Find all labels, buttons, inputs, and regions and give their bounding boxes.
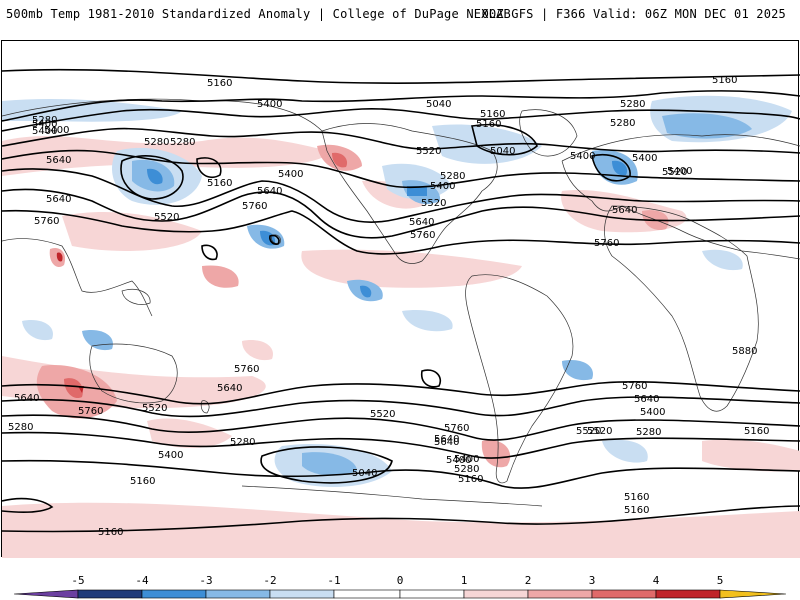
colorbar-tick-label: 3 xyxy=(589,574,596,587)
contour-label: 5160 xyxy=(712,75,737,86)
contour-label: 5880 xyxy=(732,346,757,357)
contour-label: 5160 xyxy=(480,109,505,120)
contour-label: 5280 xyxy=(440,171,465,182)
colorbar-segment xyxy=(333,589,401,599)
colorbar-segment xyxy=(463,589,529,599)
contour-label: 5640 xyxy=(434,434,459,445)
map-title: 500mb Temp 1981-2010 Standardized Anomal… xyxy=(6,7,511,21)
contour-label: 5520 xyxy=(576,426,601,437)
contour-label: 5520 xyxy=(421,198,446,209)
colorbar-segment xyxy=(527,589,593,599)
colorbar-segment xyxy=(205,589,271,599)
contour-label: 5760 xyxy=(410,230,435,241)
colorbar-tick-label: 1 xyxy=(461,574,468,587)
contour-label: 5520 xyxy=(142,403,167,414)
colorbar-tick-label: -2 xyxy=(263,574,276,587)
contour-label: 5640 xyxy=(14,393,39,404)
contour-label: 5160 xyxy=(458,474,483,485)
contour-label: 5760 xyxy=(242,201,267,212)
contour-label: 5280 xyxy=(454,464,479,475)
contour-label: 5400 xyxy=(570,151,595,162)
contour-label: 5160 xyxy=(207,178,232,189)
contour-label: 5640 xyxy=(434,437,459,448)
contour-label: 5160 xyxy=(744,426,769,437)
colorbar-tick-label: -4 xyxy=(135,574,149,587)
contour-label: 5160 xyxy=(624,505,649,516)
colorbar-tick-label: 4 xyxy=(653,574,660,587)
contour-label: 5040 xyxy=(352,468,377,479)
contour-label: 5280 xyxy=(8,422,33,433)
map-panel: 5160 5400 5040 5160 5280 5280 5400 5280 … xyxy=(1,40,800,558)
contour-label: 5280 xyxy=(32,115,57,126)
colorbar-segment xyxy=(399,589,465,599)
contour-label: 5400 xyxy=(32,119,57,130)
contour-label: 5640 xyxy=(46,155,71,166)
contour-label: 5160 xyxy=(98,527,123,538)
contour-label: 5760 xyxy=(34,216,59,227)
height-contours xyxy=(2,68,800,533)
anomaly-map: 5160 5400 5040 5160 5280 5280 5400 5280 … xyxy=(2,68,800,558)
contour-label: 5760 xyxy=(622,381,647,392)
anomaly-shading xyxy=(2,95,800,558)
colorbar-tick-label: -5 xyxy=(71,574,84,587)
colorbar-tick-label: 2 xyxy=(525,574,532,587)
contour-label: 5160 xyxy=(130,476,155,487)
contour-label: 5520 xyxy=(154,212,179,223)
contour-label: 5520 xyxy=(370,409,395,420)
contour-label: 5640 xyxy=(46,194,71,205)
contour-label: 5280 xyxy=(636,427,661,438)
contour-label: 5400 xyxy=(667,166,692,177)
colorbar-segment xyxy=(77,589,143,599)
contour-label: 5400 xyxy=(32,126,57,137)
contour-label: 5400 xyxy=(44,125,69,136)
contour-label: 5760 xyxy=(78,406,103,417)
contour-label: 5400 xyxy=(257,99,282,110)
colorbar-segment xyxy=(591,589,657,599)
contour-label: 5520 xyxy=(416,146,441,157)
colorbar-segment xyxy=(655,589,721,599)
contour-label: 5280 xyxy=(144,137,169,148)
contour-label: 5160 xyxy=(207,78,232,89)
contour-label: 5640 xyxy=(612,205,637,216)
colorbar-tick-label: 0 xyxy=(397,574,404,587)
contour-label: 5520 xyxy=(662,167,687,178)
colorbar-tick-label: -3 xyxy=(199,574,212,587)
coastlines xyxy=(2,98,800,507)
contour-label: 5280 xyxy=(620,99,645,110)
contour-label: 5760 xyxy=(234,364,259,375)
contour-label: 5400 xyxy=(430,181,455,192)
contour-label: 5400 xyxy=(278,169,303,180)
contour-labels: 5160 5400 5040 5160 5280 5280 5400 5280 … xyxy=(8,75,769,538)
contour-label: 5160 xyxy=(624,492,649,503)
colorbar-tick-label: 5 xyxy=(717,574,724,587)
colorbar-segment xyxy=(141,589,207,599)
contour-label: 5400 xyxy=(446,455,471,466)
contour-label: 5400 xyxy=(454,454,479,465)
contour-label: 5040 xyxy=(426,99,451,110)
colorbar-end-right xyxy=(719,589,787,599)
contour-label: 5640 xyxy=(634,394,659,405)
contour-label: 5040 xyxy=(490,146,515,157)
contour-label: 5280 xyxy=(610,118,635,129)
contour-label: 5400 xyxy=(640,407,665,418)
contour-label: 5640 xyxy=(257,186,282,197)
colorbar-segment xyxy=(269,589,335,599)
model-valid-time: 00Z GFS | F366 Valid: 06Z MON DEC 01 202… xyxy=(481,7,786,21)
contour-label: 5640 xyxy=(217,383,242,394)
colorbar-tick-label: -1 xyxy=(327,574,340,587)
contour-label: 5400 xyxy=(632,153,657,164)
colorbar-end-left xyxy=(13,589,79,599)
contour-label: 5760 xyxy=(594,238,619,249)
contour-label: 5160 xyxy=(476,119,501,130)
contour-label: 5280 xyxy=(170,137,195,148)
contour-label: 5760 xyxy=(444,423,469,434)
contour-label: 5280 xyxy=(230,437,255,448)
contour-label: 5520 xyxy=(587,426,612,437)
contour-label: 5640 xyxy=(409,217,434,228)
color-scale: -5 -4 -3 -2 -1 0 1 2 3 4 5 xyxy=(13,574,787,599)
contour-label: 5400 xyxy=(158,450,183,461)
